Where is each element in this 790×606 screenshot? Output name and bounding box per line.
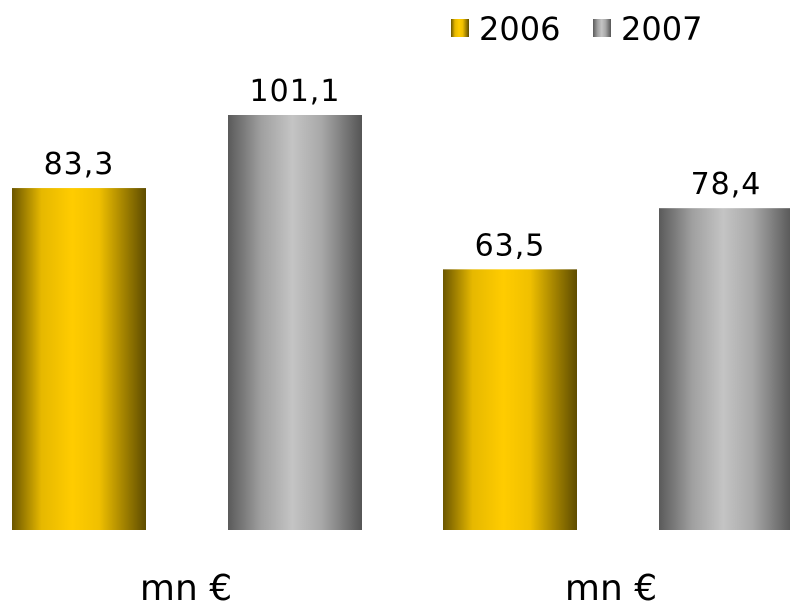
legend-swatch-2007 [593, 19, 611, 37]
legend-swatch-2006 [451, 19, 469, 37]
legend-label-2006: 2006 [479, 10, 560, 48]
bar-2006-1 [12, 188, 146, 530]
value-labels-group: 83,3 101,1 63,5 78,4 [44, 74, 762, 263]
bar-2007-2 [659, 208, 790, 530]
bar-2007-1 [228, 115, 362, 530]
bar-2006-2 [443, 269, 577, 530]
legend-label-2007: 2007 [621, 10, 702, 48]
bar-value-label: 63,5 [475, 228, 546, 263]
bar-value-label: 78,4 [691, 167, 762, 202]
category-label: mn € [565, 568, 657, 606]
legend: 2006 2007 [451, 10, 702, 48]
bar-value-label: 83,3 [44, 147, 115, 182]
bar-value-label: 101,1 [250, 74, 341, 109]
category-label: mn € [140, 568, 232, 606]
bars-group [12, 115, 790, 530]
